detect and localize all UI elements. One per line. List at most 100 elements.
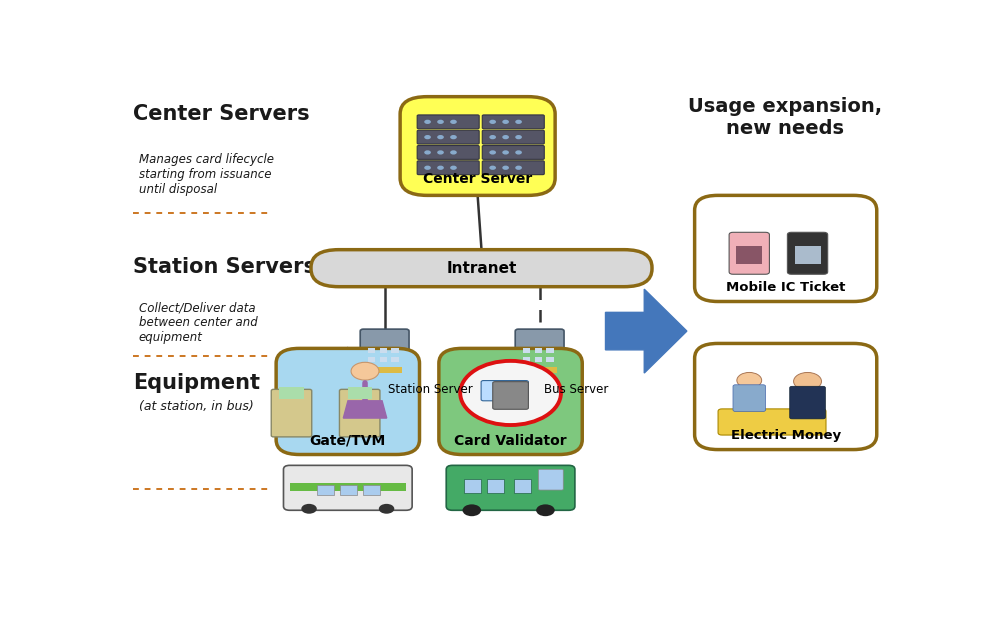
FancyBboxPatch shape [417,161,479,174]
FancyBboxPatch shape [482,115,544,129]
Bar [380,357,387,362]
FancyBboxPatch shape [481,381,528,401]
Circle shape [463,504,481,516]
Bar [795,246,821,264]
FancyBboxPatch shape [733,385,766,412]
FancyBboxPatch shape [493,381,528,410]
Bar [391,349,399,353]
Circle shape [515,165,522,170]
Bar [523,367,557,373]
Circle shape [536,504,555,516]
Bar [380,349,387,353]
Polygon shape [343,401,387,418]
Bar [368,357,375,362]
Text: Bus Server: Bus Server [544,383,608,396]
FancyBboxPatch shape [360,329,409,383]
FancyBboxPatch shape [311,250,652,287]
Bar [523,349,530,353]
Bar [535,349,542,353]
Circle shape [502,150,509,154]
Circle shape [489,150,496,154]
Text: Card Validator: Card Validator [454,433,567,447]
Circle shape [794,372,821,390]
Circle shape [437,150,444,154]
Circle shape [379,504,394,513]
FancyBboxPatch shape [417,130,479,144]
FancyBboxPatch shape [400,97,555,196]
Circle shape [351,362,379,380]
Bar [348,387,372,399]
Bar [546,349,554,353]
Text: (at station, in bus): (at station, in bus) [139,400,254,413]
Text: Mobile IC Ticket: Mobile IC Ticket [726,281,845,294]
FancyBboxPatch shape [276,349,420,454]
Circle shape [450,135,457,139]
Bar [368,349,375,353]
Bar [514,479,531,492]
FancyBboxPatch shape [695,196,877,301]
FancyBboxPatch shape [515,329,564,383]
Circle shape [515,135,522,139]
Circle shape [450,120,457,124]
FancyBboxPatch shape [729,232,769,274]
Text: Gate/TVM: Gate/TVM [310,433,386,447]
Circle shape [502,135,509,139]
Circle shape [437,120,444,124]
Bar [290,483,406,490]
FancyBboxPatch shape [482,161,544,174]
Circle shape [437,165,444,170]
Circle shape [737,372,762,388]
Text: Equipment: Equipment [133,373,260,393]
Bar [368,367,402,373]
Polygon shape [606,289,687,373]
Bar [546,357,554,362]
Text: Center Server: Center Server [423,172,532,187]
FancyBboxPatch shape [718,409,826,435]
Bar [279,387,304,399]
FancyBboxPatch shape [790,387,825,419]
Text: Intranet: Intranet [446,261,517,276]
Text: Manages card lifecycle
starting from issuance
until disposal: Manages card lifecycle starting from iss… [139,153,274,196]
Circle shape [424,135,431,139]
Bar [391,357,399,362]
Circle shape [301,504,317,513]
FancyBboxPatch shape [538,469,563,490]
Circle shape [450,165,457,170]
Circle shape [515,120,522,124]
Circle shape [515,150,522,154]
FancyBboxPatch shape [271,389,312,437]
FancyBboxPatch shape [446,465,575,510]
Bar [464,479,481,492]
Circle shape [424,120,431,124]
Circle shape [489,120,496,124]
Circle shape [502,165,509,170]
FancyBboxPatch shape [482,130,544,144]
Bar [736,246,762,264]
Circle shape [424,150,431,154]
Circle shape [460,361,561,425]
Circle shape [489,135,496,139]
FancyBboxPatch shape [283,465,412,510]
Text: Electric Money: Electric Money [731,429,841,442]
Bar [363,485,380,495]
Circle shape [450,150,457,154]
FancyBboxPatch shape [417,146,479,160]
Bar [535,357,542,362]
Circle shape [437,135,444,139]
Bar [523,357,530,362]
FancyBboxPatch shape [417,115,479,129]
Circle shape [489,165,496,170]
Text: Collect/Deliver data
between center and
equipment: Collect/Deliver data between center and … [139,301,258,344]
Text: Usage expansion,
new needs: Usage expansion, new needs [688,97,882,138]
Text: Station Servers: Station Servers [133,257,316,277]
Text: Center Servers: Center Servers [133,104,309,124]
FancyBboxPatch shape [339,389,380,437]
FancyBboxPatch shape [695,344,877,449]
Circle shape [424,165,431,170]
FancyBboxPatch shape [787,232,828,274]
Bar [340,485,357,495]
Bar [317,485,334,495]
FancyBboxPatch shape [439,349,582,454]
Circle shape [502,120,509,124]
Text: Station Server: Station Server [388,383,473,396]
